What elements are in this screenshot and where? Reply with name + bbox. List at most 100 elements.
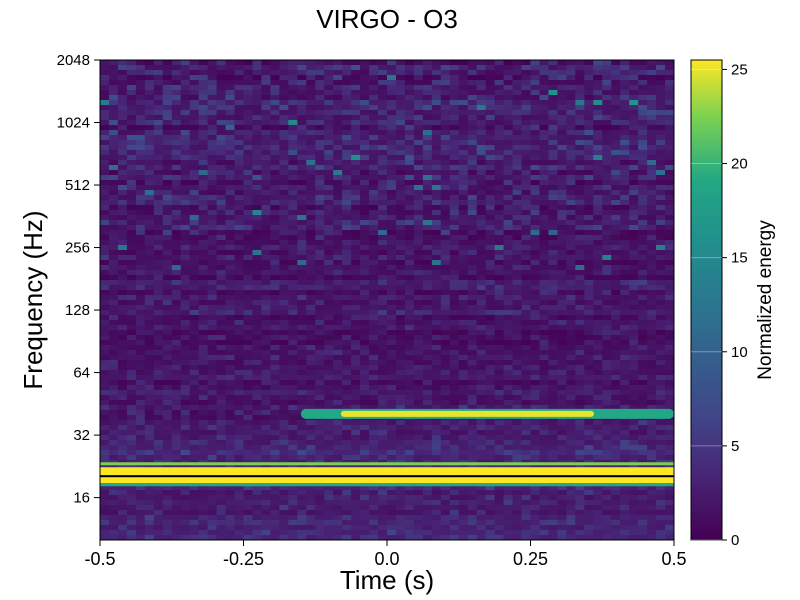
heatmap-cell: [126, 375, 137, 381]
heatmap-cell: [144, 120, 155, 126]
heatmap-cell: [557, 310, 567, 316]
heatmap-cell: [144, 90, 155, 96]
heatmap-cell: [404, 270, 415, 276]
heatmap-cell: [360, 155, 370, 161]
heatmap-cell: [207, 365, 218, 371]
heatmap-cell: [449, 380, 460, 386]
heatmap-cell: [404, 210, 415, 216]
heatmap-cell: [351, 285, 361, 291]
heatmap-cell: [638, 200, 648, 206]
heatmap-cell: [458, 310, 469, 316]
heatmap-cell: [333, 120, 343, 126]
heatmap-cell: [458, 115, 469, 121]
heatmap-cell: [100, 205, 110, 211]
heatmap-cell: [620, 155, 630, 161]
heatmap-cell: [315, 130, 325, 136]
heatmap-cell: [413, 265, 424, 271]
heatmap-cell: [225, 300, 236, 306]
heatmap-cell: [207, 410, 218, 416]
heatmap-cell: [620, 290, 630, 296]
heatmap-cell: [189, 235, 200, 241]
heatmap-cell: [126, 255, 137, 261]
heatmap-cell: [243, 90, 254, 96]
heatmap-cell: [431, 200, 442, 206]
heatmap-cell: [360, 100, 370, 106]
heatmap-cell: [656, 170, 666, 176]
heatmap-cell: [575, 110, 585, 116]
heatmap-cell: [485, 270, 496, 276]
heatmap-cell: [638, 285, 648, 291]
heatmap-cell: [638, 235, 648, 241]
heatmap-cell: [297, 440, 307, 446]
heatmap-cell: [404, 355, 415, 361]
heatmap-cell: [539, 105, 550, 111]
heatmap-cell: [144, 420, 155, 426]
heatmap-cell: [180, 220, 191, 226]
heatmap-cell: [351, 185, 361, 191]
heatmap-cell: [369, 385, 379, 391]
heatmap-cell: [584, 305, 594, 311]
heatmap-cell: [306, 385, 316, 391]
heatmap-cell: [467, 140, 478, 146]
heatmap-cell: [100, 120, 110, 126]
heatmap-cell: [440, 105, 451, 111]
heatmap-cell: [351, 220, 361, 226]
heatmap-cell: [638, 140, 648, 146]
heatmap-cell: [638, 225, 648, 231]
heatmap-cell: [665, 430, 674, 436]
heatmap-cell: [207, 265, 218, 271]
heatmap-cell: [144, 345, 155, 351]
heatmap-cell: [198, 335, 209, 341]
heatmap-cell: [216, 90, 227, 96]
heatmap-cell: [665, 85, 674, 91]
heatmap-cell: [333, 185, 343, 191]
heatmap-cell: [225, 270, 236, 276]
heatmap-cell: [413, 115, 424, 121]
heatmap-cell: [171, 325, 182, 331]
heatmap-cell: [171, 355, 182, 361]
heatmap-cell: [117, 315, 128, 321]
heatmap-cell: [458, 60, 469, 66]
heatmap-cell: [315, 255, 325, 261]
heatmap-cell: [180, 345, 191, 351]
heatmap-cell: [593, 255, 603, 261]
heatmap-cell: [539, 285, 550, 291]
heatmap-cell: [288, 80, 298, 86]
heatmap-cell: [351, 425, 361, 431]
heatmap-cell: [413, 255, 424, 261]
heatmap-cell: [647, 135, 657, 141]
heatmap-cell: [126, 350, 137, 356]
heatmap-cell: [100, 295, 110, 301]
heatmap-cell: [566, 85, 576, 91]
heatmap-cell: [171, 170, 182, 176]
heatmap-cell: [422, 355, 433, 361]
heatmap-cell: [333, 275, 343, 281]
heatmap-cell: [647, 60, 657, 66]
heatmap-cell: [422, 165, 433, 171]
heatmap-cell: [620, 310, 630, 316]
heatmap-cell: [126, 60, 137, 66]
heatmap-cell: [647, 380, 657, 386]
heatmap-cell: [395, 360, 406, 366]
heatmap-cell: [234, 250, 245, 256]
heatmap-cell: [422, 335, 433, 341]
heatmap-cell: [162, 380, 173, 386]
heatmap-cell: [548, 335, 559, 341]
heatmap-cell: [440, 125, 451, 131]
heatmap-cell: [189, 180, 200, 186]
heatmap-cell: [584, 430, 594, 436]
heatmap-cell: [602, 90, 612, 96]
heatmap-cell: [530, 300, 541, 306]
heatmap-cell: [629, 175, 639, 181]
heatmap-cell: [225, 155, 236, 161]
heatmap-cell: [333, 400, 343, 406]
heatmap-cell: [342, 360, 352, 366]
heatmap-cell: [162, 130, 173, 136]
heatmap-cell: [485, 115, 496, 121]
heatmap-cell: [207, 305, 218, 311]
heatmap-cell: [665, 445, 674, 451]
heatmap-cell: [476, 135, 487, 141]
heatmap-cell: [602, 230, 612, 236]
heatmap-cell: [620, 370, 630, 376]
heatmap-cell: [467, 195, 478, 201]
